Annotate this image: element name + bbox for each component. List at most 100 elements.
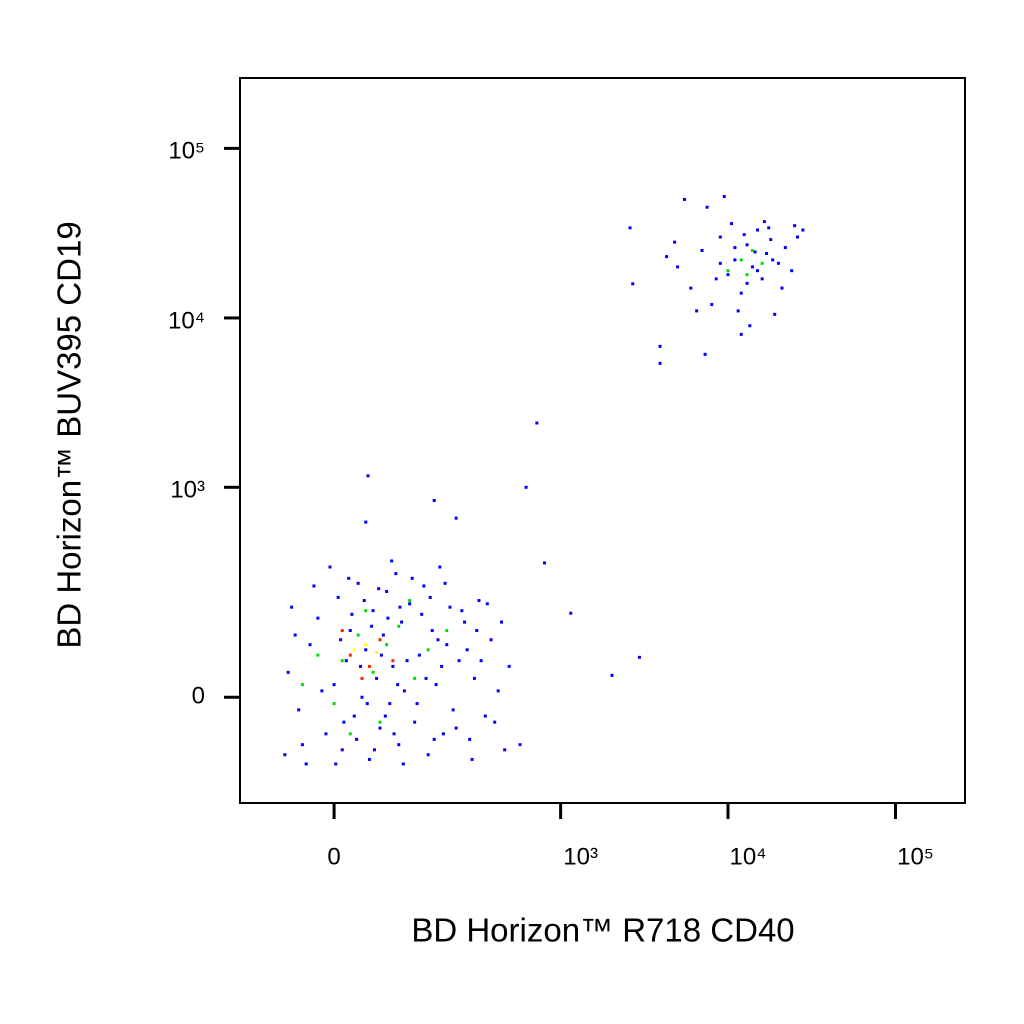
point [300,743,304,747]
point [379,653,383,657]
point [443,581,447,585]
point [790,269,794,273]
point [658,361,662,365]
point [364,609,368,613]
point [658,344,662,348]
point [348,653,352,657]
point [569,611,573,615]
point [372,748,376,752]
point [377,587,381,591]
point [347,576,351,580]
point [339,638,343,642]
point [426,648,430,652]
point [402,689,406,693]
point [430,629,434,633]
point [420,612,424,616]
point [745,243,749,247]
point [475,629,479,633]
point [408,599,412,603]
point [383,714,387,718]
point [765,251,769,255]
point [722,195,726,199]
point [739,332,743,336]
point [413,676,417,680]
point [352,648,356,652]
point [773,312,777,316]
point [432,737,436,741]
point [290,605,294,609]
point [637,655,641,659]
point [340,748,344,752]
point [348,629,352,633]
point [342,720,346,724]
point [360,676,364,680]
point [293,633,297,637]
point [391,664,395,668]
point [683,197,687,201]
point [371,609,375,613]
point [454,516,458,520]
point [524,485,528,489]
point [283,753,287,757]
point [400,620,404,624]
x-tick-label: 10³ [563,843,598,870]
point [405,659,409,663]
point [390,559,394,563]
y-axis-label: BD Horizon™ BUV395 CD19 [51,221,88,648]
point [771,258,775,262]
point [726,273,730,277]
point [370,624,374,628]
point [365,702,369,706]
point [366,474,370,478]
point [726,269,730,273]
point [631,282,635,286]
point [316,616,320,620]
point [736,309,740,313]
point [463,620,467,624]
point [507,664,511,668]
x-tick-label: 10⁵ [897,843,934,870]
point [336,595,340,599]
point [360,695,364,699]
point [332,683,336,687]
point [542,561,546,565]
point [297,708,301,712]
point [396,683,400,687]
point [518,743,522,747]
point [350,612,354,616]
point [489,638,493,642]
point [718,235,722,239]
point [748,324,752,328]
point [340,659,344,663]
point [448,605,452,609]
point [705,205,709,209]
point [730,222,734,226]
point [398,605,402,609]
point [457,659,461,663]
point [742,233,746,237]
point [718,261,722,265]
point [428,595,432,599]
point [438,565,442,569]
point [460,609,464,613]
point [385,643,389,647]
x-tick-label: 10⁴ [729,843,766,870]
point [470,757,474,761]
point [434,683,438,687]
point [352,714,356,718]
point [783,246,787,250]
point [700,248,704,252]
point [324,732,328,736]
point [780,286,784,290]
point [424,676,428,680]
point [750,248,754,252]
point [356,633,360,637]
point [753,250,757,254]
point [445,643,449,647]
point [397,624,401,628]
point [417,653,421,657]
x-tick-label: 0 [327,843,340,870]
point [378,638,382,642]
y-tick-label: 10³ [170,477,205,504]
point [441,732,445,736]
